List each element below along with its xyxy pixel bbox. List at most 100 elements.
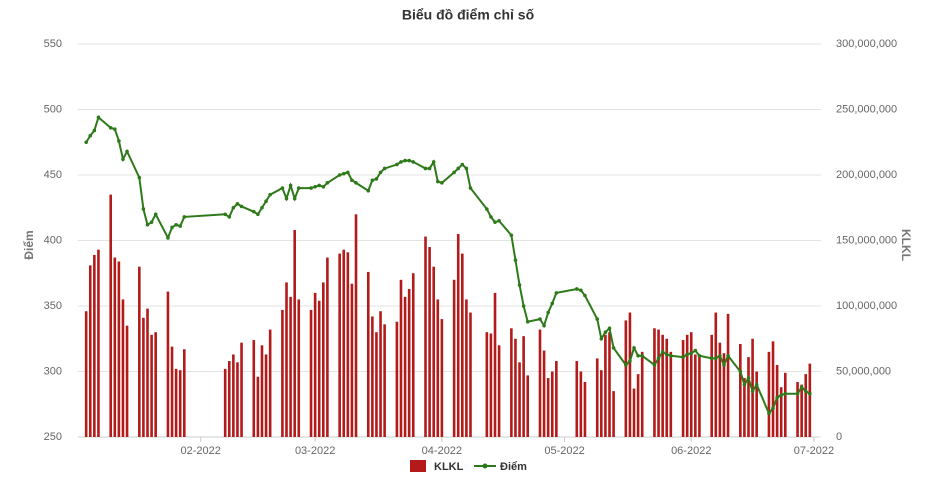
line-marker xyxy=(153,212,158,217)
bar xyxy=(493,292,497,437)
bar xyxy=(293,230,296,437)
bar xyxy=(583,381,587,437)
line-marker xyxy=(664,352,669,357)
line-marker xyxy=(636,353,640,358)
line-marker xyxy=(313,184,317,189)
bar xyxy=(285,282,288,437)
y-tick-label: 500 xyxy=(44,103,62,115)
y2-tick-label: 100,000,000 xyxy=(836,300,897,312)
line-marker xyxy=(803,389,808,393)
line-marker xyxy=(309,186,313,190)
bar xyxy=(178,370,182,437)
bar xyxy=(121,299,125,437)
bar xyxy=(579,371,583,437)
bar xyxy=(97,249,100,437)
legend-swatch xyxy=(410,460,426,472)
bar xyxy=(166,291,170,437)
line-marker xyxy=(742,382,747,387)
bar xyxy=(383,324,386,437)
y-tick-label: 350 xyxy=(44,300,62,312)
bar xyxy=(223,368,227,437)
line-marker xyxy=(366,188,371,193)
line-marker xyxy=(407,158,411,163)
bar xyxy=(657,329,660,437)
x-tick-label: 05-2022 xyxy=(544,445,584,457)
line-marker xyxy=(542,323,546,328)
line-marker xyxy=(513,258,518,262)
line-marker xyxy=(456,166,461,171)
line-marker xyxy=(521,304,526,308)
bar xyxy=(771,341,775,437)
chart-title: Biểu đồ điểm chỉ số xyxy=(402,7,535,23)
bar xyxy=(681,340,685,437)
bar xyxy=(722,353,726,437)
bar xyxy=(256,376,260,437)
line-marker xyxy=(170,225,174,230)
x-tick-label: 04-2022 xyxy=(422,445,462,457)
bar xyxy=(174,368,178,437)
bar xyxy=(694,354,697,437)
y2-tick-label: 150,000,000 xyxy=(836,234,897,246)
bar xyxy=(407,288,411,437)
bar xyxy=(117,261,121,437)
y2-tick-label: 0 xyxy=(836,431,842,443)
bar xyxy=(260,345,264,437)
line-marker xyxy=(440,181,444,185)
line-marker xyxy=(92,128,97,133)
line-marker xyxy=(125,149,129,154)
bar xyxy=(747,357,750,437)
bar xyxy=(804,374,808,437)
bar xyxy=(109,194,113,437)
line-marker xyxy=(611,346,616,350)
line-marker xyxy=(256,212,260,217)
bar xyxy=(755,371,758,437)
bar xyxy=(268,329,272,437)
bar xyxy=(379,311,382,437)
line-marker xyxy=(427,166,432,171)
line-marker xyxy=(435,179,440,184)
line-marker xyxy=(112,127,117,131)
bar xyxy=(489,333,493,437)
line-marker xyxy=(370,178,375,183)
y-tick-label: 550 xyxy=(44,38,62,50)
line-marker xyxy=(750,389,755,393)
line-marker xyxy=(624,363,628,367)
bar xyxy=(522,336,525,437)
line-marker xyxy=(296,186,301,190)
bar xyxy=(436,299,440,437)
bar xyxy=(411,273,415,437)
line-marker xyxy=(350,178,354,183)
bar xyxy=(146,308,149,437)
bar xyxy=(526,375,530,437)
bar xyxy=(718,342,722,437)
line-marker xyxy=(767,411,771,416)
bar xyxy=(542,350,546,437)
bar xyxy=(150,334,153,437)
bar xyxy=(138,266,141,437)
line-marker xyxy=(709,356,714,361)
x-tick-label: 02-2022 xyxy=(180,445,220,457)
bar xyxy=(575,361,579,437)
bar xyxy=(465,299,468,437)
bar xyxy=(461,253,464,437)
line-marker xyxy=(284,196,289,201)
y-tick-label: 250 xyxy=(44,431,62,443)
line-marker xyxy=(378,170,383,175)
line-marker xyxy=(268,192,272,197)
line-marker xyxy=(656,356,661,361)
line-marker xyxy=(231,205,236,210)
line-marker xyxy=(579,288,583,293)
bar xyxy=(698,357,701,437)
line-marker xyxy=(235,202,240,206)
bar xyxy=(632,388,636,437)
line-marker xyxy=(574,287,579,291)
line-marker xyxy=(468,186,473,190)
y-axis-label: Điểm xyxy=(22,230,36,259)
line-marker xyxy=(382,166,387,171)
line-marker xyxy=(693,348,698,353)
line-marker xyxy=(754,382,759,387)
line-marker xyxy=(174,222,178,227)
bar xyxy=(767,351,771,437)
bar xyxy=(236,362,239,437)
y2-tick-label: 200,000,000 xyxy=(836,169,897,181)
